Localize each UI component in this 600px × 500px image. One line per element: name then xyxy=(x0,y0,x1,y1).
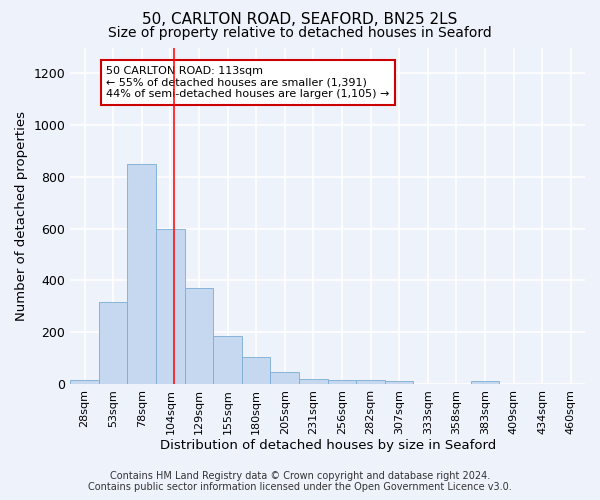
Bar xyxy=(356,380,385,384)
Bar xyxy=(242,357,271,384)
Bar xyxy=(470,381,499,384)
Text: 50 CARLTON ROAD: 113sqm
← 55% of detached houses are smaller (1,391)
44% of semi: 50 CARLTON ROAD: 113sqm ← 55% of detache… xyxy=(106,66,389,99)
Bar xyxy=(185,288,213,384)
Bar xyxy=(299,379,328,384)
Bar xyxy=(70,380,99,384)
Bar xyxy=(328,380,356,384)
Y-axis label: Number of detached properties: Number of detached properties xyxy=(15,110,28,320)
Text: Contains HM Land Registry data © Crown copyright and database right 2024.
Contai: Contains HM Land Registry data © Crown c… xyxy=(88,471,512,492)
Text: 50, CARLTON ROAD, SEAFORD, BN25 2LS: 50, CARLTON ROAD, SEAFORD, BN25 2LS xyxy=(142,12,458,28)
Bar xyxy=(271,372,299,384)
X-axis label: Distribution of detached houses by size in Seaford: Distribution of detached houses by size … xyxy=(160,440,496,452)
Bar xyxy=(385,381,413,384)
Bar xyxy=(156,228,185,384)
Text: Size of property relative to detached houses in Seaford: Size of property relative to detached ho… xyxy=(108,26,492,40)
Bar xyxy=(127,164,156,384)
Bar xyxy=(213,336,242,384)
Bar xyxy=(99,302,127,384)
